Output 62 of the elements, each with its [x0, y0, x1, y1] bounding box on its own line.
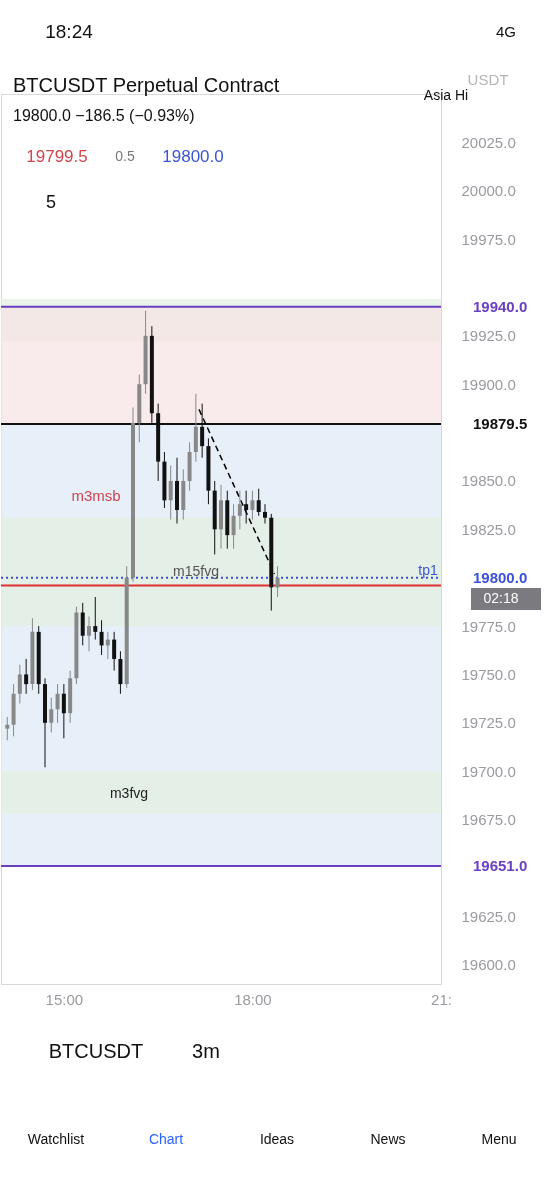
annotation: 0.5 [115, 148, 135, 164]
y-tick-label: 19725.0 [461, 714, 516, 732]
text: BTCUSDT [48, 1040, 144, 1062]
text: 18:24 [45, 21, 94, 42]
candlestick [263, 503, 267, 525]
y-tick-label: 19625.0 [461, 907, 516, 925]
ref-line-label: 19651.0 [473, 856, 528, 874]
y-tick-label: 19925.0 [461, 327, 516, 345]
y-tick-label: 19975.0 [461, 230, 516, 248]
text: 02:18 [483, 590, 519, 606]
candlestick [250, 490, 255, 521]
y-tick-label: 19675.0 [461, 811, 516, 829]
x-tick-label: 15:00 [45, 990, 84, 1008]
y-tick-label: 19700.0 [461, 762, 516, 780]
candlestick [24, 658, 29, 695]
text: 19800.0 −186.5 (−0.93%) [13, 107, 195, 124]
candlestick [275, 565, 280, 598]
candlestick [256, 488, 261, 517]
text: 3m [192, 1040, 220, 1062]
candlestick [17, 664, 22, 704]
annotation: 5 [45, 192, 57, 212]
annotation: m3fvg [109, 785, 149, 801]
candlestick [61, 683, 66, 739]
annotation: 19799.5 [26, 147, 88, 166]
y-tick-label: 19825.0 [461, 520, 516, 538]
text: Chart [148, 1131, 184, 1147]
chart-title: BTCUSDT Perpetual Contract [13, 74, 280, 96]
annotation: 19800.0 [162, 147, 224, 166]
candlestick [5, 716, 10, 741]
candlestick [87, 615, 91, 652]
candlestick [168, 464, 173, 521]
candlestick [99, 619, 104, 656]
text: News [370, 1131, 406, 1147]
ref-line-label: 19800.0 [473, 568, 528, 586]
text: Menu [481, 1131, 517, 1147]
text: Ideas [259, 1131, 295, 1147]
x-tick-label: 21: [431, 990, 452, 1008]
candlestick [55, 683, 60, 724]
candlestick [49, 697, 54, 733]
y-tick-label: 19775.0 [461, 617, 516, 635]
annotation: m15fvg [173, 563, 219, 579]
text: Watchlist [27, 1131, 85, 1147]
candlestick [112, 631, 117, 672]
annotation: m3msb [71, 487, 121, 504]
x-tick-label: 18:00 [234, 990, 272, 1008]
annotation: tp1 [418, 562, 438, 578]
ref-line-label: 19940.0 [473, 297, 528, 315]
y-tick-label: 20025.0 [461, 133, 516, 151]
y-tick-label: 19750.0 [461, 665, 516, 683]
y-tick-label: 19600.0 [461, 956, 516, 974]
candlestick [80, 602, 85, 646]
text: 4G [495, 23, 517, 40]
y-tick-label: 19850.0 [461, 472, 516, 490]
y-tick-label: 20000.0 [461, 182, 516, 200]
candlestick [93, 596, 98, 641]
annotation: Asia Hi [423, 87, 469, 103]
y-tick-label: 19900.0 [461, 375, 516, 393]
candlestick [231, 503, 236, 550]
ref-line-label: 19879.5 [473, 414, 528, 432]
candlestick [237, 490, 242, 530]
candlestick [244, 490, 249, 525]
text: USDT [467, 71, 509, 88]
